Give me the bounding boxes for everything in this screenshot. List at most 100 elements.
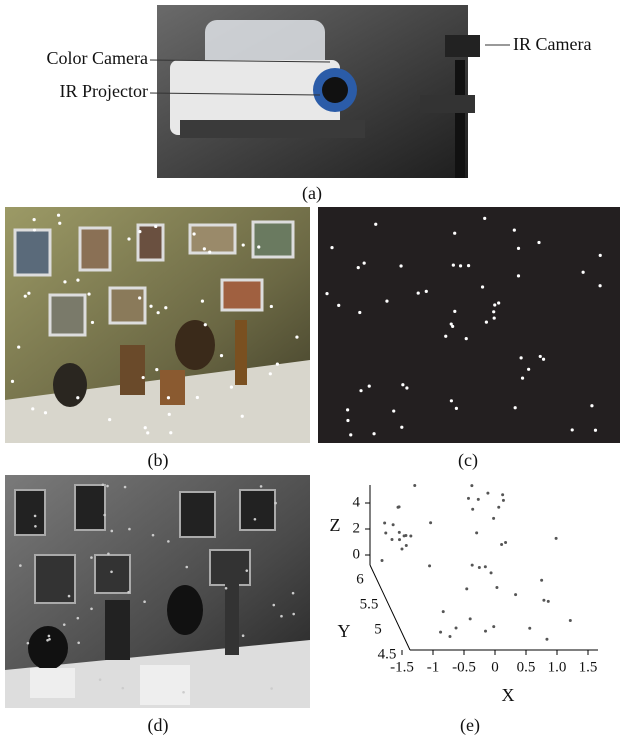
projected-dot xyxy=(337,304,340,307)
projected-dot xyxy=(152,534,155,537)
plot-point xyxy=(467,497,470,500)
projected-dot xyxy=(124,486,127,489)
projected-dot xyxy=(517,274,520,277)
projected-dot xyxy=(208,250,211,253)
projected-dot xyxy=(144,426,147,429)
plot-point xyxy=(409,535,412,538)
projected-dot xyxy=(138,296,141,299)
projected-dot xyxy=(359,389,362,392)
plot-point xyxy=(514,593,517,596)
projected-dot xyxy=(372,432,375,435)
projected-dot xyxy=(27,292,30,295)
projected-dot xyxy=(270,687,273,690)
projected-dot xyxy=(425,290,428,293)
projected-dot xyxy=(90,556,93,559)
projected-dot xyxy=(225,587,228,590)
z-tick-label: 4 xyxy=(353,494,361,510)
projected-dot xyxy=(76,396,79,399)
projected-dot xyxy=(257,245,260,248)
plot-point xyxy=(471,564,474,567)
projected-dot xyxy=(63,280,66,283)
plot-point xyxy=(384,532,387,535)
figure: Color Camera IR Projector IR Camera (a) … xyxy=(0,0,624,738)
projected-dot xyxy=(493,316,496,319)
plot-point xyxy=(475,531,478,534)
projected-dot xyxy=(33,228,36,231)
projected-dot xyxy=(203,247,206,250)
projected-dot xyxy=(399,264,402,267)
projected-dot xyxy=(594,429,597,432)
plot-point xyxy=(471,508,474,511)
projected-dot xyxy=(571,428,574,431)
caption: (b) xyxy=(148,450,169,471)
projected-dot xyxy=(63,623,66,626)
projected-dot xyxy=(121,687,124,690)
projected-dot xyxy=(514,406,517,409)
projected-dot xyxy=(582,271,585,274)
projected-dot xyxy=(107,553,110,556)
plot-point xyxy=(442,610,445,613)
plot-point xyxy=(504,541,507,544)
photo-b xyxy=(5,207,310,443)
projected-dot xyxy=(455,407,458,410)
projected-dot xyxy=(155,368,158,371)
projected-dot xyxy=(77,641,80,644)
plot-point xyxy=(405,544,408,547)
plot-point xyxy=(484,565,487,568)
x-tick-label: 1.0 xyxy=(548,659,567,675)
x-tick-label: -1 xyxy=(427,659,440,675)
projected-dot xyxy=(483,217,486,220)
projected-dot xyxy=(537,241,540,244)
annotation: IR Camera xyxy=(513,34,591,54)
projected-dot xyxy=(357,266,360,269)
plot-point xyxy=(528,627,531,630)
plot-point xyxy=(477,498,480,501)
x-tick-label: -0.5 xyxy=(452,659,476,675)
projected-dot xyxy=(11,380,14,383)
projected-dot xyxy=(17,345,20,348)
z-tick-label: 0 xyxy=(353,546,361,562)
projected-dot xyxy=(459,264,462,267)
projected-dot xyxy=(517,247,520,250)
photo-d xyxy=(5,475,310,708)
projected-dot xyxy=(241,415,244,418)
projected-dot xyxy=(110,570,113,573)
projected-dot xyxy=(292,613,295,616)
projected-dot xyxy=(346,408,349,411)
plot-point xyxy=(484,630,487,633)
x-tick-label: 0 xyxy=(491,659,499,675)
projected-dot xyxy=(91,321,94,324)
plot-point xyxy=(501,493,504,496)
projected-dot xyxy=(450,322,453,325)
plot-point xyxy=(455,626,458,629)
projected-dot xyxy=(349,433,352,436)
projected-dot xyxy=(401,383,404,386)
projected-dot xyxy=(346,419,349,422)
projected-dot xyxy=(513,229,516,232)
projected-dot xyxy=(453,232,456,235)
plot-point xyxy=(398,531,401,534)
projected-dot xyxy=(27,642,30,645)
projected-dot xyxy=(108,418,111,421)
z-axis-label: Z xyxy=(330,515,341,535)
caption: (e) xyxy=(460,715,480,736)
projected-dot xyxy=(157,311,160,314)
projected-dot xyxy=(142,376,145,379)
caption: (c) xyxy=(458,450,478,471)
projected-dot xyxy=(452,264,455,267)
projected-dot xyxy=(128,528,131,531)
projected-dot xyxy=(368,385,371,388)
projected-dot xyxy=(245,569,248,572)
projected-dot xyxy=(481,285,484,288)
plot-point xyxy=(448,635,451,638)
plot-point xyxy=(429,521,432,524)
projected-dot xyxy=(330,246,333,249)
projected-dot xyxy=(450,399,453,402)
projected-dot xyxy=(48,638,51,641)
x-tick-label: 1.5 xyxy=(579,659,598,675)
caption: (a) xyxy=(302,183,322,204)
plot-point xyxy=(398,538,401,541)
projected-dot xyxy=(392,409,395,412)
projected-dot xyxy=(103,514,106,517)
projected-dot xyxy=(242,243,245,246)
